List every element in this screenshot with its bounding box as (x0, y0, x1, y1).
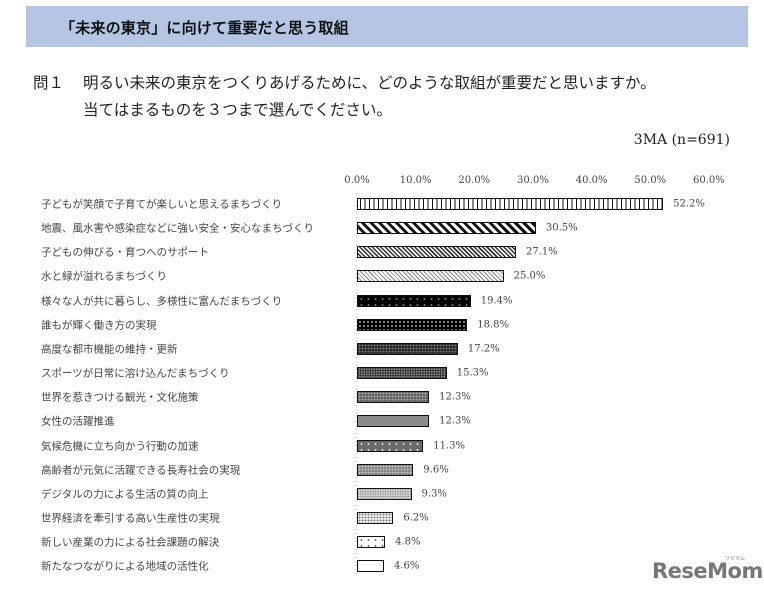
bar (357, 198, 664, 210)
question-number: 問１ (33, 74, 65, 92)
x-tick-label: 60.0% (693, 175, 725, 186)
category-label: スポーツが日常に溶け込んだまちづくり (41, 367, 230, 380)
resemom-logo: ReseMom (652, 559, 763, 583)
bar (357, 391, 430, 404)
category-label: 様々な人が共に暮らし、多様性に富んだまちづくり (41, 295, 283, 308)
category-label: 世界経済を牽引する高い生産性の実現 (41, 512, 220, 525)
x-tick-label: 10.0% (399, 175, 432, 186)
bar-value-label: 9.3% (421, 488, 447, 500)
bar (357, 463, 414, 476)
bar (357, 560, 384, 573)
bar (357, 270, 504, 283)
bar-value-label: 15.3% (456, 367, 489, 379)
bar-value-label: 52.2% (673, 198, 705, 210)
category-label: 水と緑が溢れるまちづくり (41, 270, 167, 283)
category-label: 子どもの伸びる・育つへのサポート (41, 246, 209, 259)
bar (357, 367, 447, 380)
bar-value-label: 18.8% (477, 319, 510, 331)
question-text-line1: 明るい未来の東京をつくりあげるために、どのような取組が重要だと思いますか。 (83, 74, 656, 92)
category-label: 誰もが輝く働き方の実現 (41, 319, 157, 332)
bar (357, 536, 386, 549)
bar (357, 246, 516, 259)
category-label: 新しい産業の力による社会課題の解決 (41, 536, 220, 549)
y-axis-line (356, 193, 357, 577)
category-label: デジタルの力による生活の質の向上 (41, 488, 209, 501)
bar (357, 487, 412, 500)
category-label: 地震、風水害や感染症などに強い安全・安心なまちづくり (41, 222, 314, 235)
bar-value-label: 25.0% (513, 270, 546, 282)
x-tick-label: 20.0% (458, 175, 491, 186)
header-band (26, 6, 748, 47)
category-label: 高度な都市機能の維持・更新 (41, 343, 178, 356)
bar-value-label: 6.2% (403, 512, 429, 524)
x-tick-label: 30.0% (517, 175, 549, 186)
bar (357, 439, 424, 452)
category-label: 世界を惹きつける観光・文化施策 (41, 391, 199, 404)
bar-value-label: 19.4% (480, 295, 513, 307)
category-label: 新たなつながりによる地域の活性化 (41, 560, 209, 573)
bar-value-label: 4.8% (395, 536, 421, 548)
bar-value-label: 17.2% (467, 343, 500, 355)
category-label: 女性の活躍推進 (41, 415, 115, 428)
bar (357, 415, 430, 428)
bar-value-label: 12.3% (439, 415, 471, 427)
x-tick-label: 0.0% (344, 175, 370, 186)
resemom-logo-ruby: リセマム (725, 556, 746, 562)
bar (357, 294, 471, 307)
x-tick-label: 40.0% (575, 175, 608, 186)
bar (357, 222, 536, 235)
category-label: 子どもが笑顔で子育てが楽しいと思えるまちづくり (41, 198, 283, 211)
bar (357, 318, 468, 331)
bar-value-label: 4.6% (393, 560, 420, 572)
bar-value-label: 9.6% (423, 464, 449, 476)
question-text-line2: 当てはまるものを３つまで選んでください。 (83, 101, 392, 119)
bar-value-label: 12.3% (439, 391, 471, 403)
bar (357, 342, 458, 355)
category-label: 気候危機に立ち向かう行動の加速 (41, 440, 199, 452)
x-tick-label: 50.0% (634, 175, 667, 186)
bar (357, 511, 394, 524)
bar-value-label: 30.5% (545, 222, 578, 234)
bar-value-label: 27.1% (525, 246, 558, 258)
chart-title: 「未来の東京」に向けて重要だと思う取組 (60, 19, 349, 37)
bar-value-label: 11.3% (433, 440, 466, 451)
sample-size-note: 3MA (n=691) (633, 132, 730, 148)
category-label: 高齢者が元気に活躍できる長寿社会の実現 (41, 464, 241, 477)
